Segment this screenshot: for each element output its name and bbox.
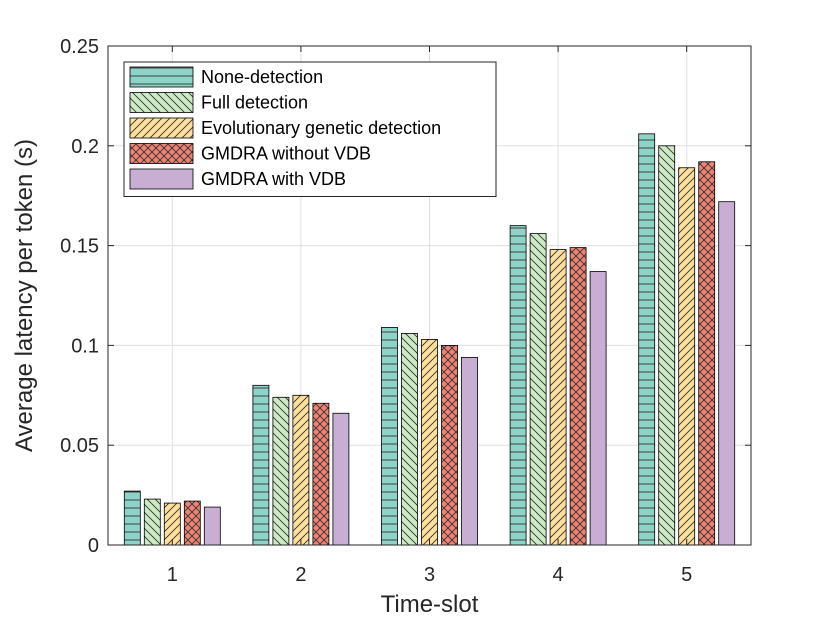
y-tick-label: 0.1: [71, 335, 99, 357]
y-tick-label: 0.15: [60, 236, 99, 258]
bar-4-slot-4: [569, 247, 587, 546]
y-tick-label: 0: [88, 535, 99, 557]
bar-4-slot-5: [698, 161, 716, 546]
legend-label: Evolutionary genetic detection: [201, 118, 441, 138]
y-tick-label: 0.05: [60, 435, 99, 457]
bar-3-slot-4: [549, 249, 567, 546]
bar-1-slot-1: [123, 490, 141, 546]
bar-4-slot-2: [312, 402, 330, 546]
bar-2-slot-2: [272, 396, 290, 546]
y-tick-label: 0.25: [60, 36, 99, 58]
legend: None-detection Full detection Evolutionary…: [123, 61, 497, 197]
x-tick-label: 5: [681, 564, 692, 586]
bar-2-slot-1: [143, 498, 161, 546]
bar-3-slot-3: [421, 339, 438, 546]
x-tick-label: 3: [424, 564, 435, 586]
legend-swatch: [129, 117, 194, 139]
bar-5-slot-4: [589, 271, 607, 546]
bar-3-slot-5: [678, 167, 696, 546]
bar-5-slot-1: [203, 506, 221, 546]
legend-swatch: [129, 168, 194, 190]
bar-5-slot-3: [461, 356, 478, 546]
bar-4-slot-1: [183, 500, 201, 546]
bar-1-slot-2: [252, 384, 270, 546]
legend-label: GMDRA with VDB: [201, 169, 346, 189]
tick-labels: 0 0.05 0.1 0.15 0.2 0.25 1 2 3 4 5: [60, 36, 692, 586]
bar-4-slot-3: [441, 344, 458, 546]
bar-3-slot-1: [163, 502, 181, 546]
bars: [123, 133, 736, 546]
axes: [107, 45, 752, 546]
x-tick-label: 1: [167, 564, 178, 586]
legend-label: GMDRA without VDB: [201, 144, 371, 164]
bar-2-slot-4: [529, 233, 547, 546]
x-tick-label: 4: [553, 564, 564, 586]
bar-5-slot-5: [718, 201, 736, 546]
legend-swatch: [129, 143, 194, 164]
y-tick-label: 0.2: [71, 136, 99, 158]
x-tick-label: 2: [295, 564, 306, 586]
bar-3-slot-2: [292, 394, 310, 546]
bar-1-slot-5: [638, 133, 656, 546]
legend-label: None-detection: [201, 67, 323, 87]
bar-2-slot-5: [658, 145, 676, 546]
x-axis-title: Time-slot: [381, 591, 479, 618]
bar-2-slot-3: [401, 333, 418, 546]
bar-1-slot-3: [381, 327, 398, 546]
y-axis-title: Average latency per token (s): [11, 139, 38, 452]
bar-5-slot-2: [332, 412, 350, 546]
legend-swatch: [129, 92, 194, 113]
legend-label: Full detection: [201, 93, 308, 113]
bar-1-slot-4: [509, 225, 527, 546]
legend-swatch: [129, 66, 194, 88]
